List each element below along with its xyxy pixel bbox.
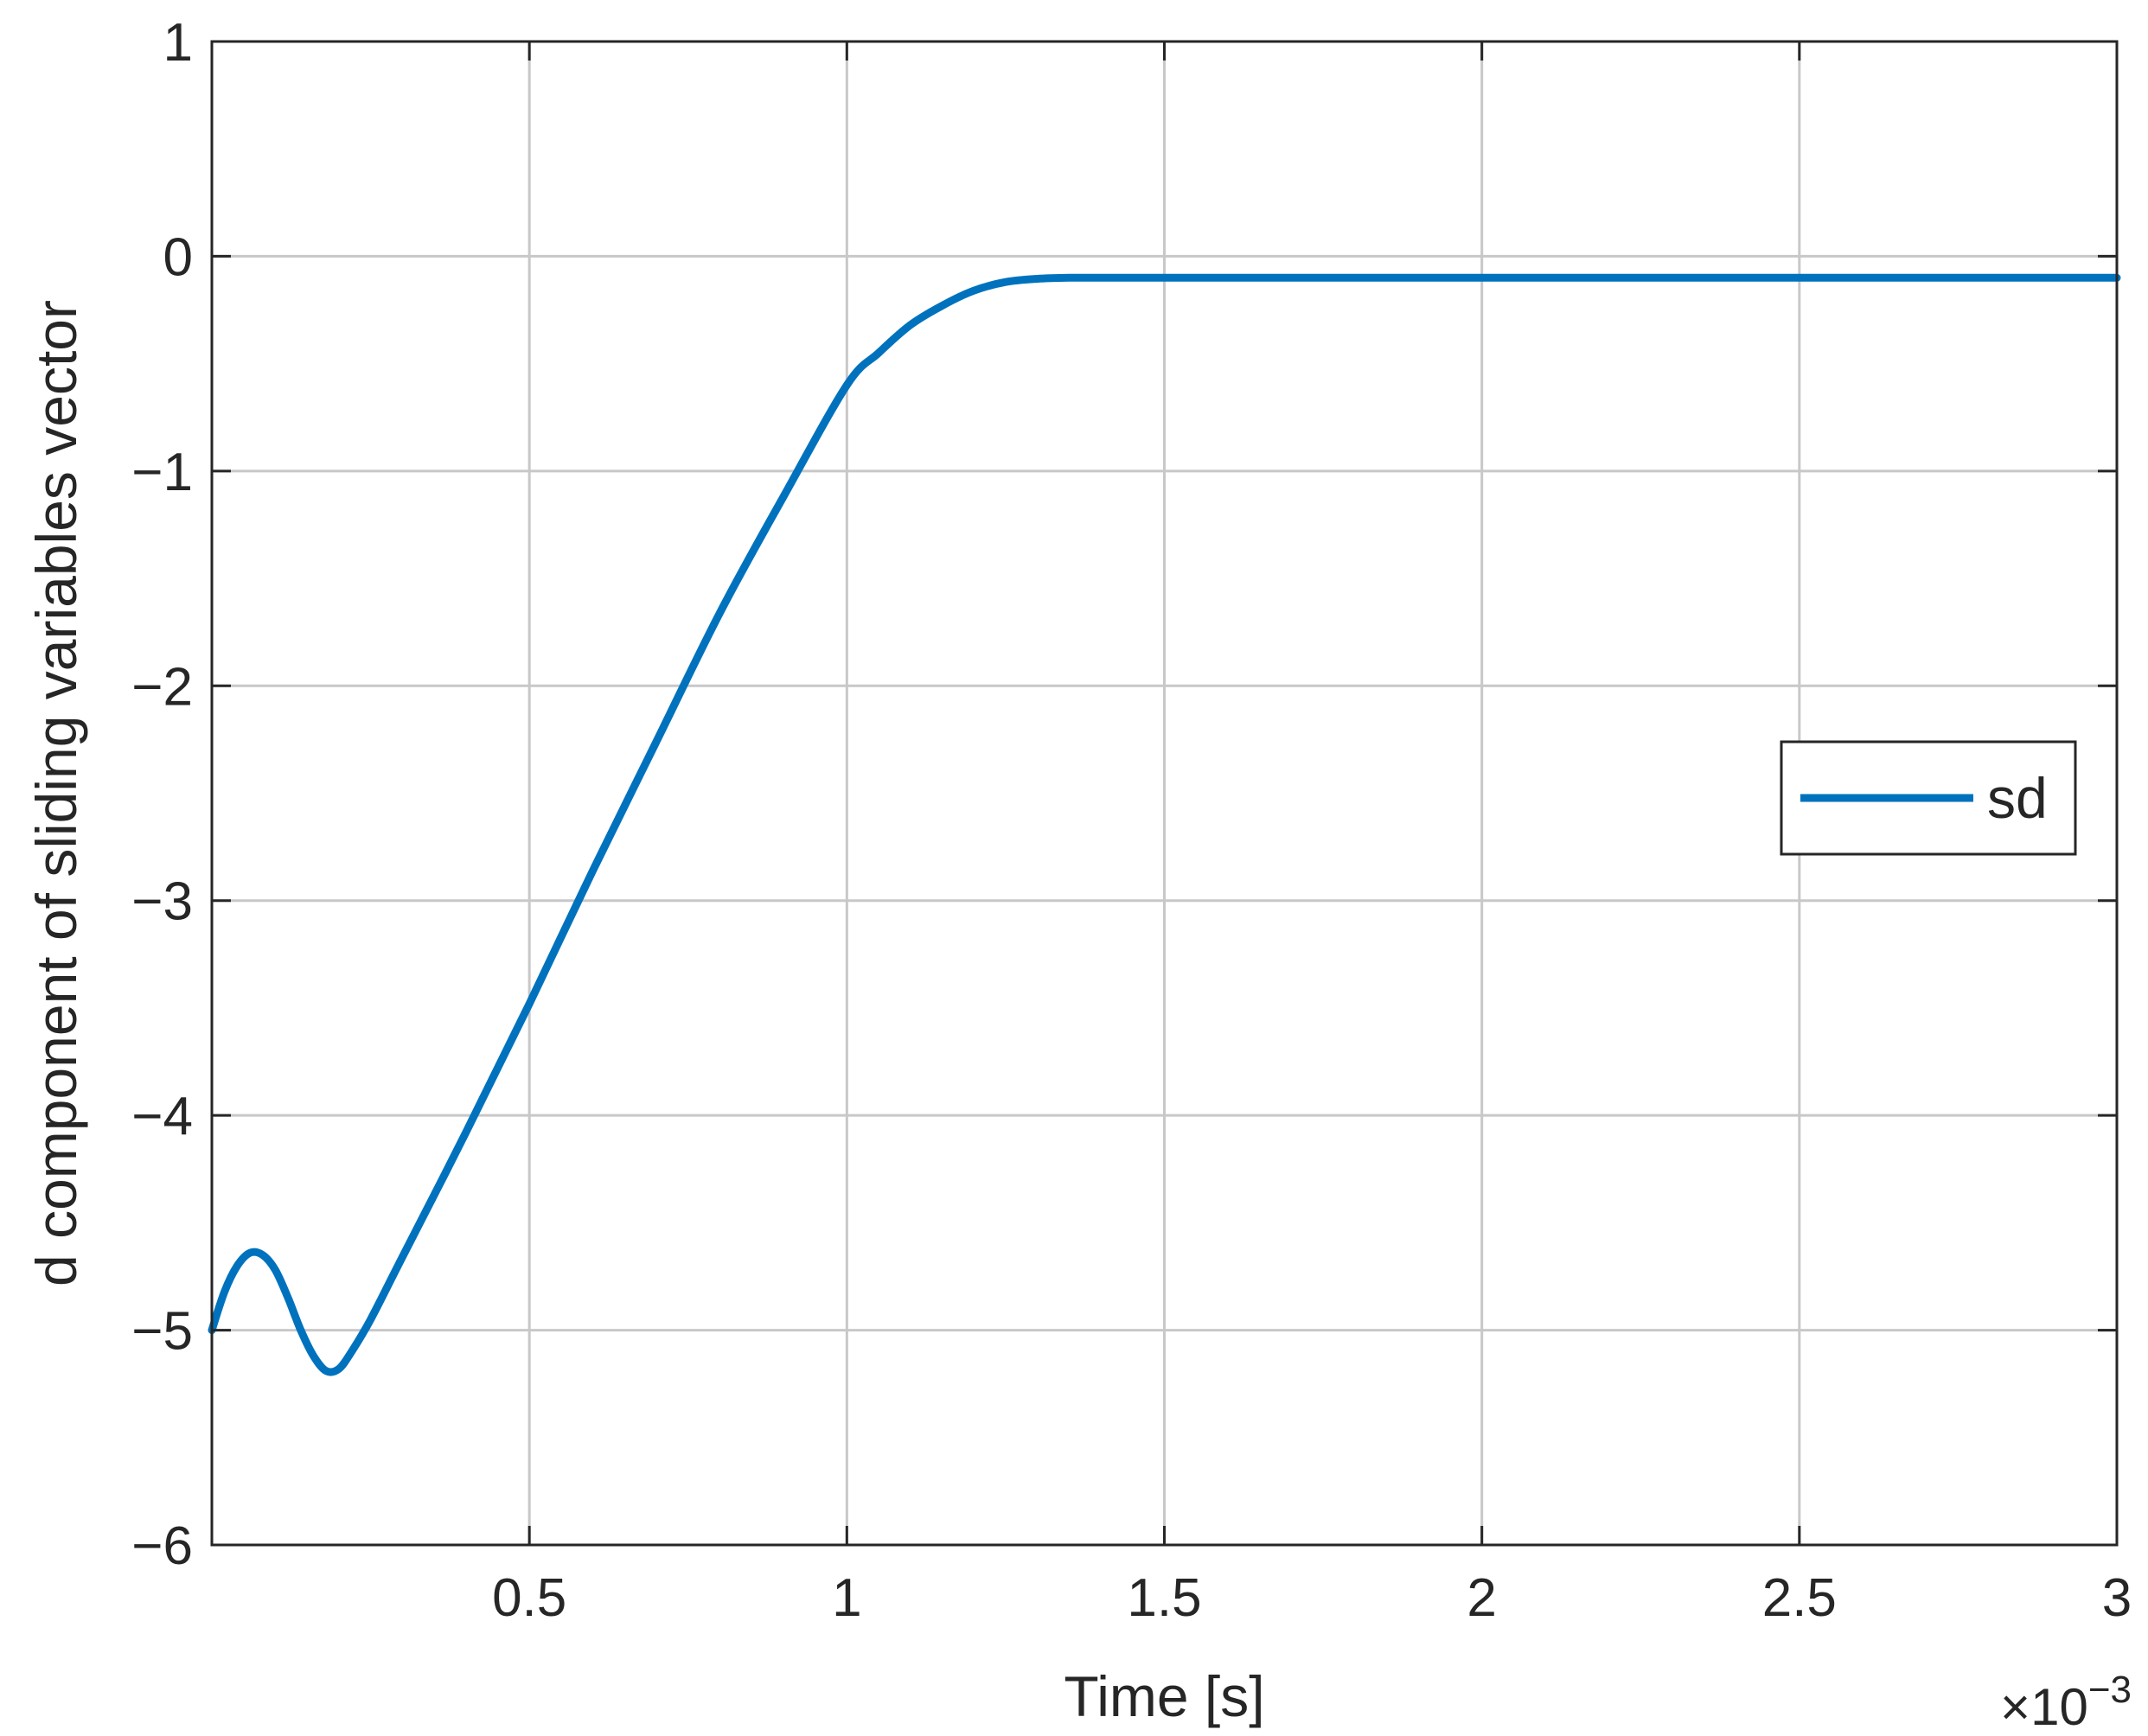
- y-tick-label: −6: [131, 1516, 193, 1576]
- y-tick-label: 0: [163, 227, 193, 287]
- y-axis-label: d component of sliding variables vector: [24, 300, 88, 1286]
- legend-label-sd: sd: [1987, 766, 2048, 830]
- x-axis-label: Time [s]: [1064, 1664, 1264, 1728]
- x-exponent-power: −3: [2088, 1669, 2132, 1711]
- series-line-sd: [208, 273, 2121, 1376]
- x-tick-label: 2.5: [1762, 1568, 1837, 1628]
- y-tick-label: −4: [131, 1087, 193, 1146]
- x-tick-label: 2: [1467, 1568, 1496, 1628]
- y-tick-label: 1: [163, 13, 193, 73]
- y-tick-label: −2: [131, 657, 193, 717]
- series-layer: [208, 273, 2121, 1376]
- x-tick-label: 0.5: [492, 1568, 566, 1628]
- y-tick-label: −5: [131, 1302, 193, 1362]
- ticks: 0.5 1 1.5 2 2.5 3 1 0 −1 −2 −3 −4 −5 −6: [131, 13, 2132, 1628]
- x-tick-label: 1: [832, 1568, 861, 1628]
- x-tick-label: 3: [2102, 1568, 2132, 1628]
- x-tick-label: 1.5: [1127, 1568, 1201, 1628]
- y-tick-label: −3: [131, 872, 193, 932]
- x-exponent-base: ×10: [2000, 1678, 2088, 1736]
- legend: sd: [1780, 740, 2077, 856]
- x-axis-exponent: ×10−3: [2000, 1669, 2132, 1736]
- y-tick-label: −1: [131, 443, 193, 502]
